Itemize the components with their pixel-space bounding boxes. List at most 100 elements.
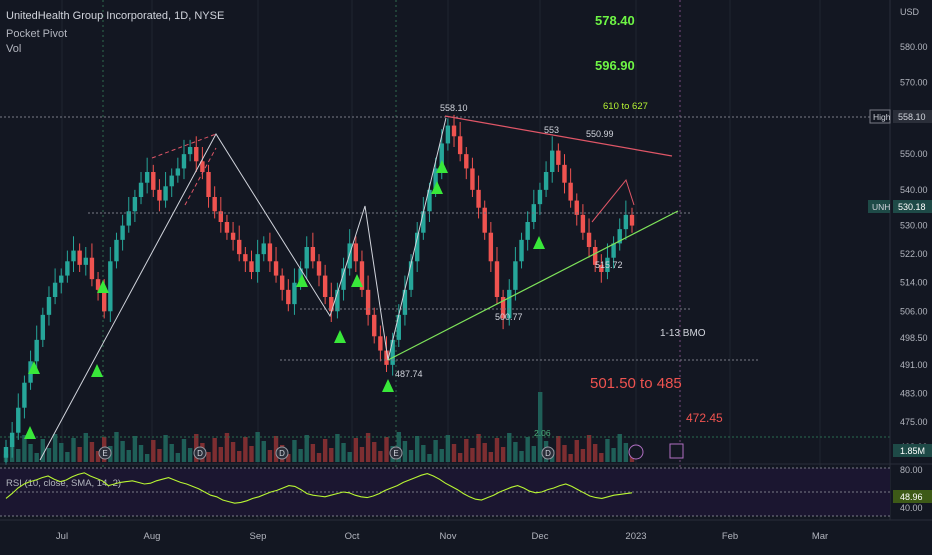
candle-body bbox=[427, 189, 432, 212]
volume-bar bbox=[359, 447, 365, 462]
pocket-pivot-arrow-icon bbox=[97, 280, 109, 293]
pivot-label-high: 558.10 bbox=[440, 103, 468, 113]
volume-bar bbox=[372, 442, 377, 462]
candle-body bbox=[617, 229, 622, 244]
volume-bar bbox=[347, 452, 352, 462]
rsi-line bbox=[5, 472, 633, 504]
high-badge bbox=[869, 109, 891, 124]
support-trendline bbox=[387, 210, 679, 361]
candle-body bbox=[52, 282, 58, 297]
time-axis-label: Aug bbox=[144, 531, 161, 542]
high-label: High bbox=[873, 112, 891, 122]
candle-body bbox=[9, 432, 15, 447]
rsi-label: RSI (10, close, SMA, 14, 2) bbox=[6, 478, 121, 489]
candle-body bbox=[114, 239, 119, 262]
volume-bar bbox=[329, 448, 334, 462]
price-tick-label: 514.00 bbox=[900, 278, 928, 288]
event-marker-letter: D bbox=[197, 449, 203, 458]
price-scale bbox=[890, 0, 932, 550]
volume-bar bbox=[402, 441, 408, 462]
volume-bar bbox=[59, 443, 64, 462]
candle-body bbox=[396, 314, 401, 340]
candle-body bbox=[464, 154, 469, 169]
candle-body bbox=[46, 297, 52, 315]
volume-bar bbox=[623, 443, 629, 462]
candle-body bbox=[212, 197, 217, 212]
candle-body bbox=[89, 257, 95, 280]
candle-body bbox=[580, 214, 586, 233]
candle-body bbox=[108, 261, 113, 312]
price-tick-label: 530.00 bbox=[900, 221, 928, 231]
candle-body bbox=[22, 382, 27, 408]
time-axis-label: Oct bbox=[345, 531, 360, 542]
candle-body bbox=[261, 243, 266, 255]
volume-bar bbox=[574, 440, 579, 462]
earnings-upcoming-icon bbox=[669, 443, 684, 459]
candle-body bbox=[3, 447, 9, 458]
candle-body bbox=[543, 172, 549, 190]
volume-bar bbox=[77, 447, 82, 462]
candle-body bbox=[525, 222, 530, 240]
candle-body bbox=[286, 289, 291, 305]
pocket-pivot-arrow-icon bbox=[24, 426, 36, 439]
volume-bar bbox=[46, 448, 52, 462]
candle-body bbox=[218, 211, 224, 222]
pocket-pivot-arrow-icon bbox=[296, 274, 308, 287]
pivot-label-low: 487.74 bbox=[395, 369, 423, 379]
candle-body bbox=[574, 200, 579, 215]
event-marker-letter: E bbox=[393, 449, 398, 458]
wedge-line bbox=[591, 178, 635, 223]
candle-body bbox=[322, 275, 328, 297]
candle-body bbox=[611, 243, 616, 258]
candle-body bbox=[519, 239, 524, 262]
volume-bar bbox=[89, 442, 95, 462]
volume-bar bbox=[16, 449, 21, 462]
volume-bar bbox=[494, 438, 500, 462]
volume-bar bbox=[181, 439, 187, 462]
high-value-badge bbox=[893, 110, 932, 123]
volume-bar bbox=[169, 444, 174, 462]
candle-body bbox=[451, 125, 457, 137]
candle-body bbox=[237, 239, 242, 255]
event-marker-icon bbox=[389, 446, 403, 460]
candle-body bbox=[537, 189, 543, 205]
volume-bar bbox=[83, 433, 88, 462]
volume-bar bbox=[261, 441, 266, 462]
time-axis-label: 2023 bbox=[625, 531, 646, 542]
candle-body bbox=[224, 222, 230, 233]
volume-bar bbox=[126, 450, 131, 462]
candle-body bbox=[310, 247, 316, 262]
price-tick-label: 498.50 bbox=[900, 333, 928, 343]
candle-body bbox=[132, 197, 138, 212]
time-axis-label: Jul bbox=[56, 531, 68, 542]
candle-body bbox=[316, 261, 322, 276]
indicator-label-pocket-pivot: Pocket Pivot bbox=[6, 28, 68, 40]
volume-bar bbox=[562, 445, 567, 462]
volume-bar bbox=[163, 435, 168, 462]
candle-body bbox=[304, 247, 309, 269]
candle-body bbox=[329, 297, 334, 312]
time-axis-label: Mar bbox=[812, 531, 828, 542]
volume-bar bbox=[525, 437, 530, 462]
volume-bar bbox=[335, 434, 340, 462]
target-range-label: 610 to 627 bbox=[603, 101, 648, 112]
candle-body bbox=[194, 147, 199, 162]
candle-body bbox=[40, 314, 46, 340]
candle-body bbox=[151, 172, 156, 190]
target-label-1: 578.40 bbox=[595, 13, 635, 28]
candle-body bbox=[433, 168, 438, 190]
volume-bar bbox=[617, 434, 622, 462]
candle-body bbox=[255, 254, 260, 272]
price-tick-label: 540.00 bbox=[900, 185, 928, 195]
time-axis-label: Nov bbox=[440, 531, 457, 542]
rsi-tick-label: 80.00 bbox=[900, 465, 923, 475]
candle-body bbox=[95, 279, 101, 290]
volume-bar bbox=[187, 448, 193, 462]
high-value: 558.10 bbox=[898, 112, 926, 122]
pivot-label: 550.99 bbox=[586, 129, 614, 139]
candle-body bbox=[488, 232, 494, 262]
candle-body bbox=[365, 289, 371, 315]
candle-body bbox=[457, 136, 463, 155]
candle-body bbox=[414, 232, 420, 262]
